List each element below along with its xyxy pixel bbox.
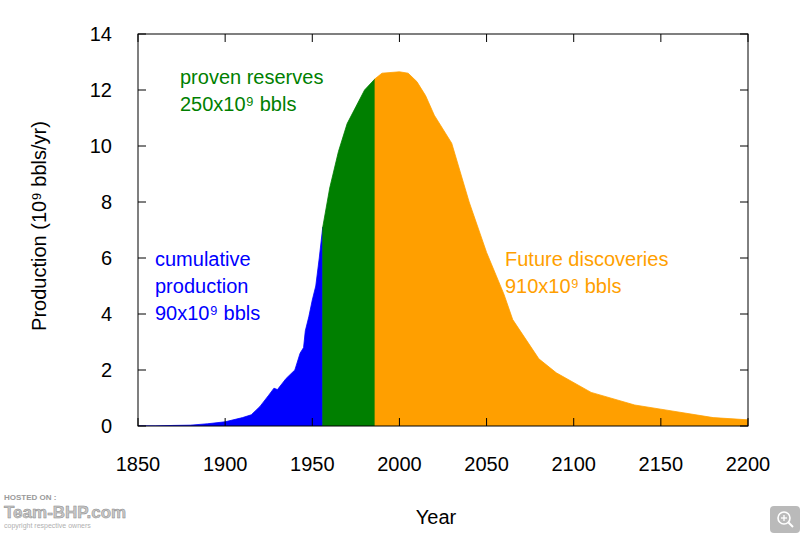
series-label: proven reserves 250x10⁹ bbls [180, 66, 323, 115]
series-label-line: production [155, 275, 248, 297]
y-tick-right [740, 202, 748, 203]
y-tick-right [740, 90, 748, 91]
series-label-line: 910x10⁹ bbls [505, 275, 621, 297]
x-tick-top [225, 34, 226, 42]
y-tick-label: 14 [90, 23, 112, 45]
y-tick [138, 146, 146, 147]
y-tick-right [740, 258, 748, 259]
x-tick [312, 418, 313, 426]
series-label-line: 90x10⁹ bbls [155, 302, 260, 324]
x-axis-label: Year [416, 506, 457, 528]
x-tick [748, 418, 749, 426]
series-label-line: proven reserves [180, 66, 323, 88]
zoom-icon-lens [778, 512, 790, 524]
y-tick-right [740, 34, 748, 35]
frame [138, 34, 748, 426]
series-label-line: 250x10⁹ bbls [180, 93, 296, 115]
y-tick-label: 0 [101, 415, 112, 437]
x-tick-top [399, 34, 400, 42]
x-tick-label: 2050 [464, 453, 509, 475]
x-tick-label: 2100 [551, 453, 596, 475]
x-tick-top [573, 34, 574, 42]
watermark: HOSTED ON : [4, 493, 56, 502]
y-tick-label: 12 [90, 79, 112, 101]
y-tick-right [740, 370, 748, 371]
x-tick [573, 418, 574, 426]
x-tick [486, 418, 487, 426]
series-label: cumulative production 90x10⁹ bbls [155, 248, 260, 324]
watermark: Team-BHP.com [4, 503, 126, 522]
x-tick [660, 418, 661, 426]
chart: 1850 1900 1950 2000 2050 2100 2150 2200 0 2 4 6 8 10 1… [0, 0, 800, 533]
x-tick-top [312, 34, 313, 42]
x-tick-label: 2150 [639, 453, 684, 475]
y-tick [138, 34, 146, 35]
x-tick-label: 2000 [377, 453, 422, 475]
x-tick-label: 1850 [116, 453, 161, 475]
area [375, 72, 748, 426]
y-tick-label: 6 [101, 247, 112, 269]
y-tick [138, 426, 146, 427]
y-tick [138, 90, 146, 91]
y-tick-label: 10 [90, 135, 112, 157]
y-tick-right [740, 314, 748, 315]
series-label: Future discoveries 910x10⁹ bbls [505, 248, 668, 297]
x-tick [225, 418, 226, 426]
area [323, 79, 375, 426]
y-tick-label: 2 [101, 359, 112, 381]
x-tick-top [660, 34, 661, 42]
zoom-icon [770, 506, 800, 533]
y-tick-label: 4 [101, 303, 112, 325]
watermark: copyright respective owners [4, 522, 91, 530]
y-tick [138, 370, 146, 371]
x-tick-label: 2200 [726, 453, 771, 475]
data-group [138, 72, 748, 426]
x-tick-top [486, 34, 487, 42]
x-tick-label: 1950 [290, 453, 335, 475]
x-tick [138, 418, 139, 426]
y-tick-label: 8 [101, 191, 112, 213]
area [138, 227, 323, 426]
y-tick [138, 202, 146, 203]
x-tick [399, 418, 400, 426]
y-tick [138, 258, 146, 259]
series-label-line: cumulative [155, 248, 251, 270]
y-tick-right [740, 426, 748, 427]
y-axis-label: Production (10⁹ bbls/yr) [28, 121, 50, 331]
zoom-icon-plus [783, 515, 784, 521]
x-tick-top [748, 34, 749, 42]
zoom-icon-handle [789, 523, 794, 528]
y-tick [138, 314, 146, 315]
series-label-line: Future discoveries [505, 248, 668, 270]
y-tick-right [740, 146, 748, 147]
x-tick-top [138, 34, 139, 42]
x-tick-label: 1900 [203, 453, 248, 475]
